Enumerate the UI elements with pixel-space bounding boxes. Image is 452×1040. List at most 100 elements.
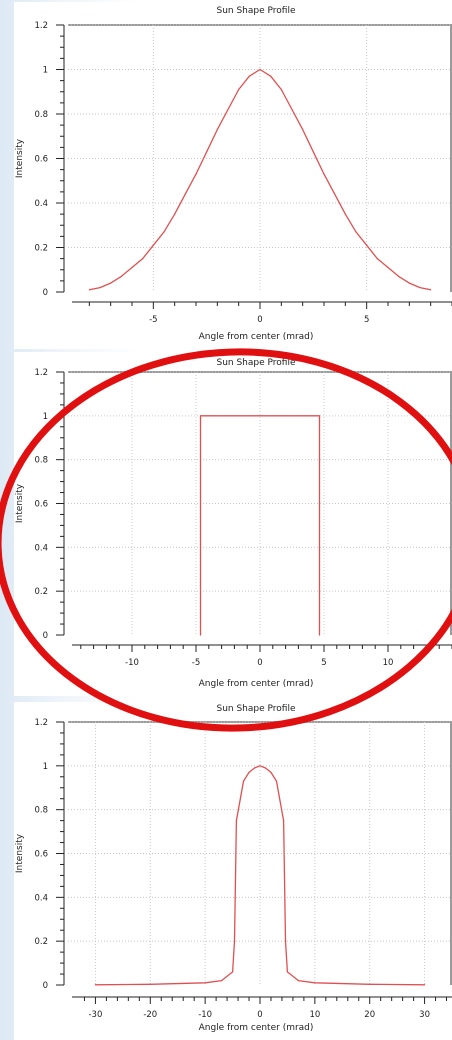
data-point	[152, 244, 154, 246]
data-point	[259, 68, 261, 71]
data-point	[199, 415, 202, 417]
y-tick-label: 0	[43, 981, 48, 991]
y-tick-label: 1.2	[34, 718, 48, 728]
data-point	[206, 151, 208, 153]
data-point	[419, 286, 421, 289]
chart-3: 0 0.2 0.4 0.6 0.8 1 1.2 -30 -20 -10 0 10 20 30 Sun Sha…	[14, 702, 452, 1040]
x-tick-label: -5	[149, 315, 157, 325]
x-tick-label: 10	[309, 1010, 320, 1020]
y-tick-label: 0.6	[34, 155, 48, 165]
x-axis-label: Angle from center (mrad)	[199, 332, 314, 342]
data-point	[259, 765, 261, 767]
data-point	[318, 634, 321, 636]
y-tick-label: 0.2	[34, 937, 48, 947]
data-point	[270, 75, 272, 77]
y-tick-label: 0.8	[34, 110, 48, 120]
data-point	[280, 88, 282, 91]
data-point	[110, 282, 112, 284]
data-point	[235, 820, 238, 822]
chart-2: 0 0.2 0.4 0.6 0.8 1 1.2 -10 -5 0 5 10 Sun Shape Prof…	[14, 352, 452, 696]
data-point	[99, 286, 101, 289]
data-point	[387, 266, 389, 269]
chart-panel	[14, 352, 452, 696]
data-point	[163, 231, 165, 233]
y-tick-label: 1	[43, 66, 48, 76]
x-tick-label: 20	[364, 1010, 375, 1020]
data-point	[94, 984, 97, 986]
y-tick-label: 1.2	[34, 368, 48, 378]
x-tick-label: -30	[88, 1010, 102, 1020]
x-tick-label: -20	[143, 1010, 157, 1020]
data-point	[242, 780, 245, 782]
data-point	[174, 213, 176, 215]
y-tick-label: 0.2	[34, 244, 48, 254]
chart-title: Sun Shape Profile	[216, 6, 295, 16]
data-point	[430, 289, 432, 291]
data-point	[199, 634, 202, 636]
data-point	[216, 128, 218, 131]
data-point	[312, 151, 314, 153]
data-point	[408, 282, 410, 284]
data-point	[253, 767, 256, 769]
chart-title: Sun Shape Profile	[216, 358, 295, 368]
y-tick-label: 0.4	[34, 199, 48, 209]
data-point	[323, 173, 325, 175]
y-axis-label: Intensity	[15, 138, 25, 178]
x-axis-label: Angle from center (mrad)	[199, 679, 314, 689]
y-tick-label: 0.6	[34, 500, 48, 510]
data-point	[334, 193, 336, 195]
y-tick-label: 0.8	[34, 456, 48, 466]
y-tick-label: 0.2	[34, 587, 48, 597]
x-axis-label: Angle from center (mrad)	[199, 1023, 314, 1033]
y-tick-label: 1	[43, 762, 48, 772]
y-tick-label: 1	[43, 412, 48, 422]
data-point	[120, 275, 122, 278]
x-tick-label: 0	[257, 1010, 262, 1020]
data-point	[423, 984, 426, 986]
data-point	[231, 971, 234, 973]
y-tick-label: 0	[43, 631, 48, 641]
data-point	[204, 982, 206, 984]
chart-panel	[14, 2, 452, 349]
y-axis-label: Intensity	[15, 483, 25, 523]
data-point	[282, 820, 285, 822]
data-point	[302, 128, 304, 131]
chart-panel	[14, 702, 452, 1040]
data-point	[149, 983, 151, 985]
chart-1: 0 0.2 0.4 0.6 0.8 1 1.2 -5 0 5 Sun Shape Profile An…	[14, 2, 452, 349]
x-tick-label: 5	[364, 315, 369, 325]
data-point	[248, 75, 250, 77]
data-point	[314, 982, 316, 984]
x-tick-label: 0	[257, 658, 262, 668]
data-point	[355, 231, 357, 233]
data-point	[131, 266, 133, 269]
x-tick-label: -10	[198, 1010, 212, 1020]
data-point	[275, 780, 278, 782]
x-tick-label: 10	[383, 658, 394, 668]
y-tick-label: 0.4	[34, 893, 48, 903]
y-tick-label: 0.6	[34, 850, 48, 860]
data-point	[195, 173, 197, 175]
x-tick-label: -5	[192, 658, 200, 668]
data-point	[297, 980, 299, 982]
data-point	[318, 415, 321, 417]
data-point	[291, 108, 293, 111]
y-tick-label: 1.2	[34, 21, 48, 31]
y-axis-label: Intensity	[15, 833, 25, 873]
chart-title: Sun Shape Profile	[216, 704, 295, 714]
data-point	[284, 940, 287, 942]
data-point	[233, 940, 236, 942]
y-tick-label: 0	[43, 288, 48, 298]
data-point	[227, 108, 229, 111]
y-tick-label: 0.8	[34, 806, 48, 816]
data-point	[270, 771, 272, 774]
data-point	[366, 244, 368, 246]
data-point	[376, 258, 378, 260]
data-point	[248, 771, 250, 774]
x-tick-label: 5	[321, 658, 326, 668]
annotation-ellipse	[0, 348, 452, 732]
data-point	[264, 767, 267, 769]
x-tick-label: -10	[125, 658, 139, 668]
data-point	[221, 980, 223, 982]
